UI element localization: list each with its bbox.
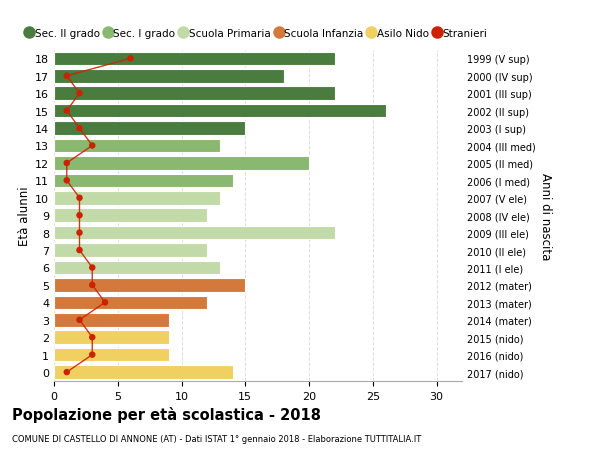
Legend: Sec. II grado, Sec. I grado, Scuola Primaria, Scuola Infanzia, Asilo Nido, Stran: Sec. II grado, Sec. I grado, Scuola Prim… [26, 28, 487, 39]
Bar [54, 296, 207, 309]
Text: Popolazione per età scolastica - 2018: Popolazione per età scolastica - 2018 [12, 406, 321, 422]
Y-axis label: Età alunni: Età alunni [18, 186, 31, 246]
Point [74, 230, 84, 237]
Bar [54, 105, 386, 118]
Bar [54, 140, 220, 153]
Point [74, 195, 84, 202]
Bar [54, 174, 233, 188]
Text: COMUNE DI CASTELLO DI ANNONE (AT) - Dati ISTAT 1° gennaio 2018 - Elaborazione TU: COMUNE DI CASTELLO DI ANNONE (AT) - Dati… [12, 434, 421, 443]
Point [74, 90, 84, 98]
Point [126, 56, 136, 63]
Point [74, 316, 84, 324]
Bar [54, 122, 245, 135]
Bar [54, 157, 309, 170]
Point [74, 247, 84, 254]
Y-axis label: Anni di nascita: Anni di nascita [539, 172, 552, 259]
Point [88, 142, 97, 150]
Bar [54, 330, 169, 344]
Bar [54, 313, 169, 327]
Point [62, 73, 71, 80]
Point [88, 282, 97, 289]
Bar [54, 348, 169, 362]
Bar [54, 209, 207, 223]
Point [88, 351, 97, 358]
Bar [54, 70, 284, 84]
Point [62, 369, 71, 376]
Bar [54, 261, 220, 274]
Bar [54, 279, 245, 292]
Point [62, 160, 71, 167]
Point [88, 334, 97, 341]
Bar [54, 87, 335, 101]
Bar [54, 52, 335, 66]
Point [62, 108, 71, 115]
Point [74, 125, 84, 133]
Point [88, 264, 97, 272]
Bar [54, 191, 220, 205]
Point [100, 299, 110, 306]
Bar [54, 244, 207, 257]
Bar [54, 365, 233, 379]
Point [62, 177, 71, 185]
Point [74, 212, 84, 219]
Bar [54, 226, 335, 240]
